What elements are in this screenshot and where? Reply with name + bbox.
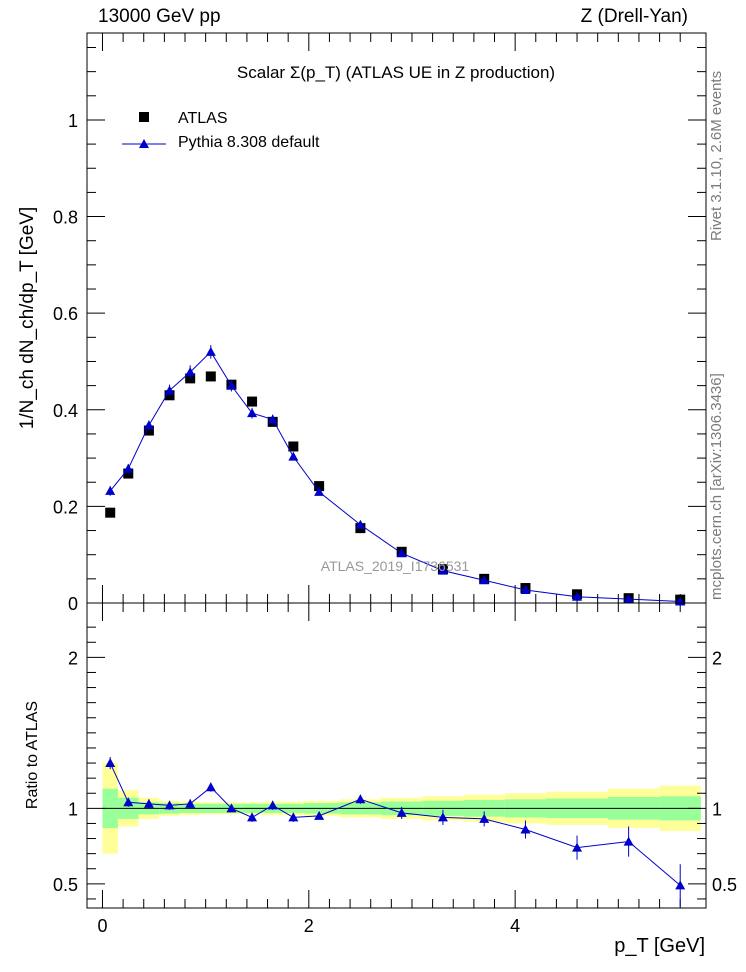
pythia-ratio-point — [396, 807, 407, 817]
legend-label-pythia: Pythia 8.308 default — [178, 134, 320, 151]
pythia-data-point — [572, 591, 583, 601]
pythia-ratio-point — [675, 880, 686, 890]
atlas-data-point — [143, 425, 154, 436]
atlas-data-point — [205, 371, 216, 382]
pythia-ratio-point — [185, 798, 196, 808]
atlas-data-point — [314, 481, 325, 492]
pythia-data-point — [437, 565, 448, 575]
pythia-data-point — [479, 575, 490, 585]
pythia-ratio-point — [143, 798, 154, 808]
energy-label: 13000 GeV pp — [98, 6, 221, 27]
pythia-data-point — [143, 420, 154, 430]
pythia-data-point — [226, 380, 237, 390]
pythia-data-point — [247, 408, 258, 418]
ratio-y-axis-label: Ratio to ATLAS — [24, 701, 41, 809]
pythia-ratio-point — [437, 812, 448, 822]
ratio-data-marks — [105, 757, 686, 907]
x-tick-label: 4 — [510, 916, 520, 936]
pythia-data-point — [520, 584, 531, 594]
pythia-ratio-point — [572, 842, 583, 852]
main-y-tick-label: 0.6 — [53, 304, 78, 324]
pythia-data-point — [355, 519, 366, 529]
pythia-data-point — [267, 414, 278, 424]
pythia-data-point — [105, 485, 116, 495]
x-axis-label: p_T [GeV] — [614, 935, 705, 957]
legend-marker-pythia — [139, 139, 149, 148]
main-axis-ticks: 0 0.2 0.4 0.6 0.8 1 — [53, 33, 706, 614]
ratio-axis-ticks: 0.5 0.5 1 1 2 2 0 2 4 — [53, 603, 737, 936]
pythia-ratio-point — [314, 810, 325, 820]
pythia-ratio-point — [226, 803, 237, 813]
ratio-frame — [86, 602, 707, 909]
pythia-ratio-point — [105, 758, 116, 768]
ratio-y-tick-label-left: 2 — [68, 648, 78, 668]
pythia-data-point — [314, 486, 325, 496]
pythia-ratio-point — [267, 800, 278, 810]
pythia-data-point — [123, 463, 134, 473]
main-y-axis-label: 1/N_ch dN_ch/dp_T [GeV] — [17, 207, 38, 430]
pythia-ratio-point — [247, 812, 258, 822]
main-data-marks — [105, 345, 686, 606]
main-y-tick-label: 0.4 — [53, 401, 78, 421]
pythia-ratio-point — [205, 782, 216, 792]
main-y-tick-label: 0.2 — [53, 497, 78, 517]
pythia-ratio-point — [355, 794, 366, 804]
pythia-ratio-point — [288, 812, 299, 822]
ratio-y-tick-label-left: 0.5 — [53, 875, 78, 895]
pythia-data-point — [185, 367, 196, 377]
pythia-ratio-point — [123, 797, 134, 807]
pythia-ratio-point — [520, 824, 531, 834]
ratio-y-tick-label-left: 1 — [68, 799, 78, 819]
pythia-ratio-point — [164, 800, 175, 810]
atlas-data-point — [247, 396, 258, 407]
main-y-tick-label: 0.8 — [53, 208, 78, 228]
legend-marker-atlas — [139, 112, 149, 122]
main-y-tick-label: 0 — [68, 594, 78, 614]
main-y-tick-label: 1 — [68, 111, 78, 131]
pythia-data-point — [623, 594, 634, 604]
atlas-data-point — [288, 441, 299, 452]
ratio-y-tick-label-right: 1 — [712, 799, 722, 819]
pythia-ratio-point — [479, 813, 490, 823]
pythia-data-point — [396, 548, 407, 558]
atlas-data-point — [105, 507, 116, 518]
x-tick-label: 0 — [97, 916, 107, 936]
x-tick-label: 2 — [304, 916, 314, 936]
pythia-ratio-point — [623, 836, 634, 846]
pythia-data-point — [164, 385, 175, 395]
chart-title: Scalar Σ(p_T) (ATLAS UE in Z production) — [237, 63, 555, 82]
watermark: ATLAS_2019_I1736531 — [321, 558, 470, 574]
ratio-y-tick-label-right: 0.5 — [712, 875, 737, 895]
legend-label-atlas: ATLAS — [178, 110, 228, 127]
ratio-y-tick-label-right: 2 — [712, 648, 722, 668]
process-label: Z (Drell-Yan) — [580, 6, 688, 27]
pythia-data-point — [288, 451, 299, 461]
pythia-data-point — [205, 346, 216, 356]
